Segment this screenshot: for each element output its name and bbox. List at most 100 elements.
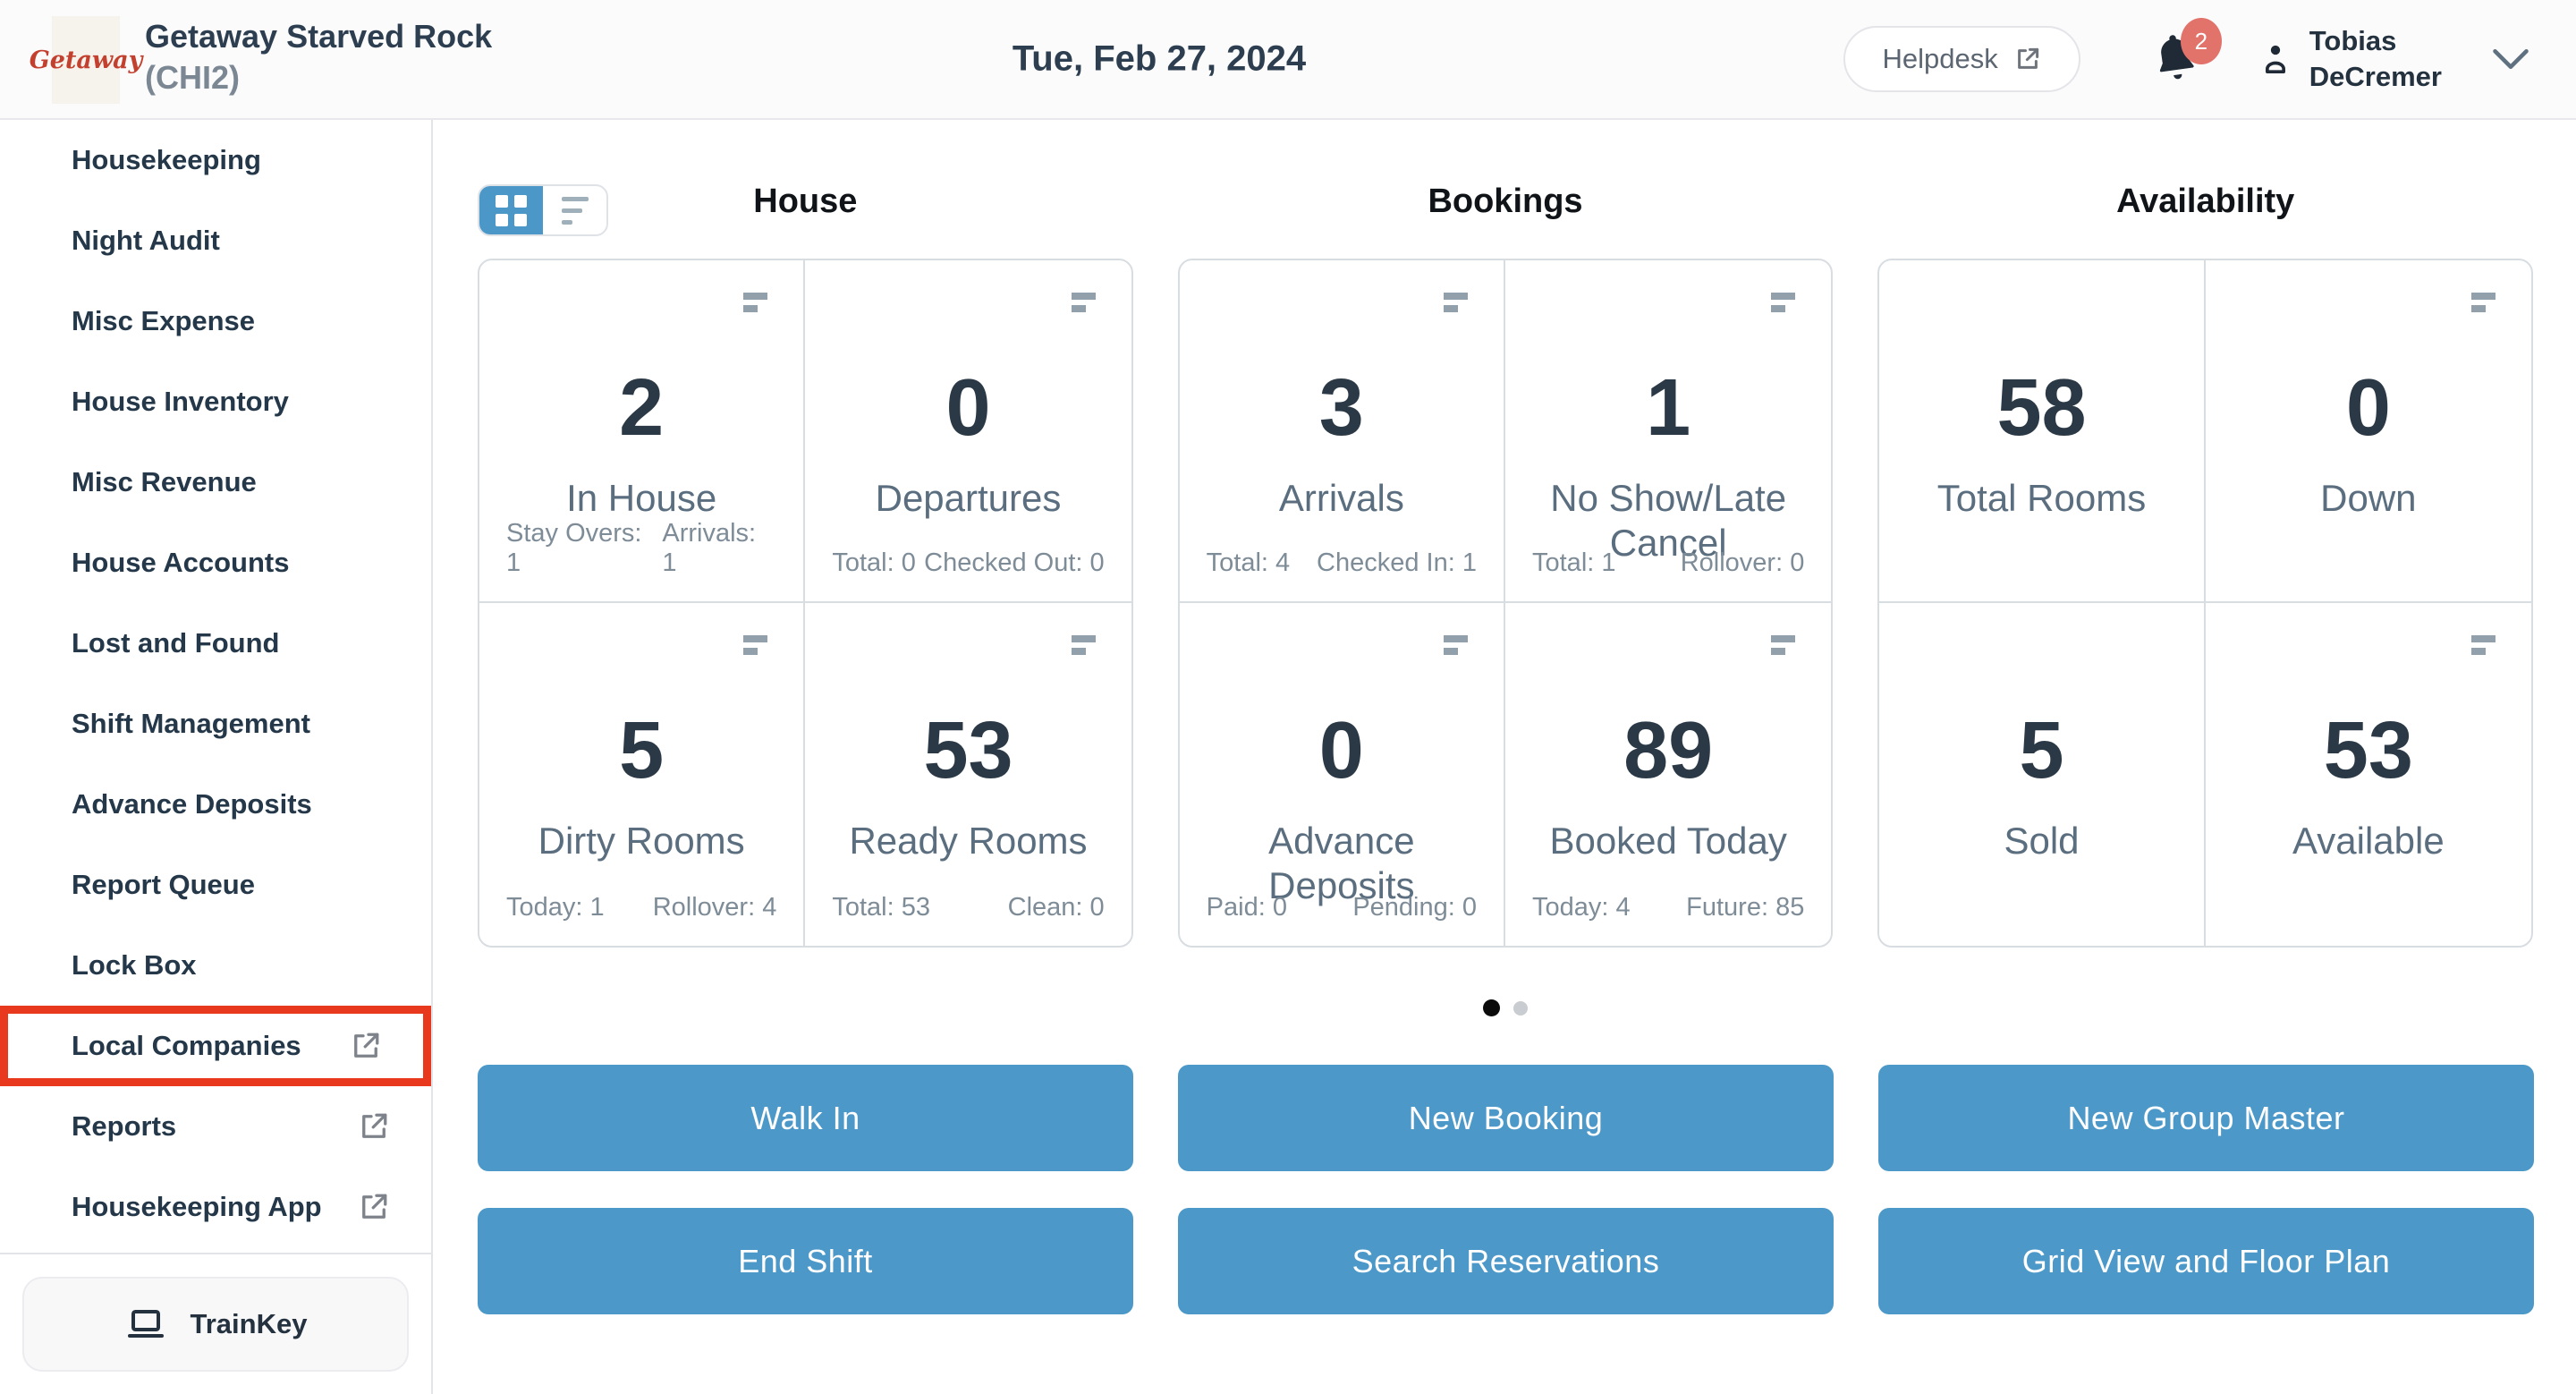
card-menu-icon[interactable] [2471,635,2496,655]
sidebar-item-label: House Inventory [72,386,289,417]
grid-view-icon [496,194,527,226]
current-date: Tue, Feb 27, 2024 [1012,38,1307,79]
stat-value: 0 [1318,706,1364,795]
stat-value: 0 [2345,363,2391,453]
stat-detail-right: Checked In: 1 [1317,548,1477,577]
sidebar-item-misc-expense[interactable]: Misc Expense [0,281,431,361]
stat-label: Down [2320,477,2417,519]
search-reservations-button[interactable]: Search Reservations [1178,1208,1834,1314]
stat-detail-left: Stay Overs: 1 [506,519,642,577]
sidebar-item-shift-management[interactable]: Shift Management [0,684,431,764]
card-menu-icon[interactable] [1071,293,1096,312]
stat-label: Sold [2004,820,2080,862]
walk-in-button[interactable]: Walk In [478,1065,1133,1171]
card-menu-icon[interactable] [1071,635,1096,655]
stat-value: 53 [923,706,1013,795]
user-first-name: Tobias [2309,24,2397,56]
notifications-button[interactable]: 2 [2150,18,2222,88]
stat-value: 53 [2323,706,2413,795]
stat-detail-right: Rollover: 0 [1680,548,1805,577]
user-name-block: Tobias DeCremer [2309,23,2442,96]
stat-label: Arrivals [1278,477,1404,519]
sidebar-item-label: Housekeeping App [72,1191,322,1222]
user-icon [2258,39,2293,79]
user-menu[interactable]: Tobias DeCremer [2258,23,2442,96]
column-title-availability: Availability [2116,183,2295,220]
notification-badge: 2 [2180,18,2222,64]
property-title-block: Getaway Starved Rock (CHI2) [145,16,492,98]
availability-card-group: 58 Total Rooms 0 Down 5 Sold 53 Availabl… [1877,259,2534,948]
stat-detail-left: Paid: 0 [1206,893,1287,922]
sidebar-item-advance-deposits[interactable]: Advance Deposits [0,764,431,845]
sidebar-item-label: Misc Revenue [72,466,257,497]
chevron-down-icon[interactable] [2492,47,2529,71]
stat-label: Departures [875,477,1062,519]
stat-detail-left: Total: 53 [832,893,930,922]
trainkey-button[interactable]: TrainKey [22,1277,409,1372]
card-menu-icon[interactable] [743,635,768,655]
sidebar-item-report-queue[interactable]: Report Queue [0,845,431,925]
sidebar-item-house-accounts[interactable]: House Accounts [0,523,431,603]
sidebar-item-label: Lost and Found [72,627,280,659]
sidebar-item-lock-box[interactable]: Lock Box [0,925,431,1006]
app-header: Getaway Getaway Starved Rock (CHI2) Tue,… [0,0,2576,120]
stat-card-dirty-rooms: 5 Dirty Rooms Today: 1 Rollover: 4 [479,603,806,946]
user-last-name: DeCremer [2309,61,2442,92]
stat-card-total-rooms: 58 Total Rooms [1879,260,2206,603]
stat-value: 58 [1996,363,2087,453]
house-card-group: 2 In House Stay Overs: 1 Arrivals: 1 0 D… [478,259,1133,948]
card-menu-icon[interactable] [1771,635,1796,655]
stat-label: In House [566,477,717,519]
sidebar-footer: TrainKey [0,1253,431,1394]
external-link-icon [358,1191,390,1223]
card-menu-icon[interactable] [1444,635,1468,655]
quick-actions: Walk In New Booking New Group Master End… [435,1016,2576,1314]
grid-view-floor-plan-button[interactable]: Grid View and Floor Plan [1878,1208,2534,1314]
header-controls: Helpdesk 2 [1843,0,2529,118]
grid-view-button[interactable] [479,186,543,234]
carousel-pagination [435,948,2576,1016]
sidebar-item-house-inventory[interactable]: House Inventory [0,361,431,442]
sidebar-item-misc-revenue[interactable]: Misc Revenue [0,442,431,523]
external-link-icon [358,1110,390,1143]
stat-label: Available [2292,820,2445,862]
pagination-dot-1[interactable] [1483,999,1500,1016]
column-titles: House Bookings Availability [435,120,2576,221]
list-view-button[interactable] [543,186,606,234]
external-link-icon [2014,46,2041,72]
card-menu-icon[interactable] [743,293,768,312]
stat-value: 89 [1623,706,1714,795]
card-menu-icon[interactable] [1771,293,1796,312]
end-shift-button[interactable]: End Shift [478,1208,1133,1314]
stat-card-down: 0 Down [2205,260,2532,603]
sidebar-item-housekeeping[interactable]: Housekeeping [0,120,431,200]
new-booking-button[interactable]: New Booking [1178,1065,1834,1171]
pagination-dot-2[interactable] [1513,1000,1528,1016]
stat-detail-left: Total: 4 [1206,548,1291,577]
sidebar-item-label: Night Audit [72,225,220,256]
new-group-master-button[interactable]: New Group Master [1878,1065,2534,1171]
sidebar-item-local-companies[interactable]: Local Companies [0,1006,431,1086]
stat-card-booked-today: 89 Booked Today Today: 4 Future: 85 [1505,603,1831,946]
sidebar-item-reports[interactable]: Reports [0,1086,431,1167]
stat-detail-right: Arrivals: 1 [662,519,757,577]
dashboard-main: House Bookings Availability 2 In House S… [435,120,2576,1394]
stat-value: 2 [619,363,665,453]
sidebar-item-housekeeping-app[interactable]: Housekeeping App [0,1167,431,1247]
laptop-icon [124,1305,167,1343]
brand-logo: Getaway [30,16,142,104]
stat-label: Total Rooms [1936,477,2147,519]
stat-label: Dirty Rooms [538,820,745,862]
helpdesk-button[interactable]: Helpdesk [1843,26,2080,92]
card-menu-icon[interactable] [1444,293,1468,312]
sidebar-item-night-audit[interactable]: Night Audit [0,200,431,281]
stat-label: Booked Today [1549,820,1787,862]
card-menu-icon[interactable] [2471,293,2496,312]
stat-detail-right: Rollover: 4 [652,893,777,922]
list-view-icon [561,196,589,225]
sidebar-item-lost-and-found[interactable]: Lost and Found [0,603,431,684]
sidebar-item-label: Advance Deposits [72,788,312,820]
stat-card-sold: 5 Sold [1879,603,2206,946]
brand-logo-text: Getaway [29,46,143,74]
sidebar-item-label: Report Queue [72,869,255,900]
